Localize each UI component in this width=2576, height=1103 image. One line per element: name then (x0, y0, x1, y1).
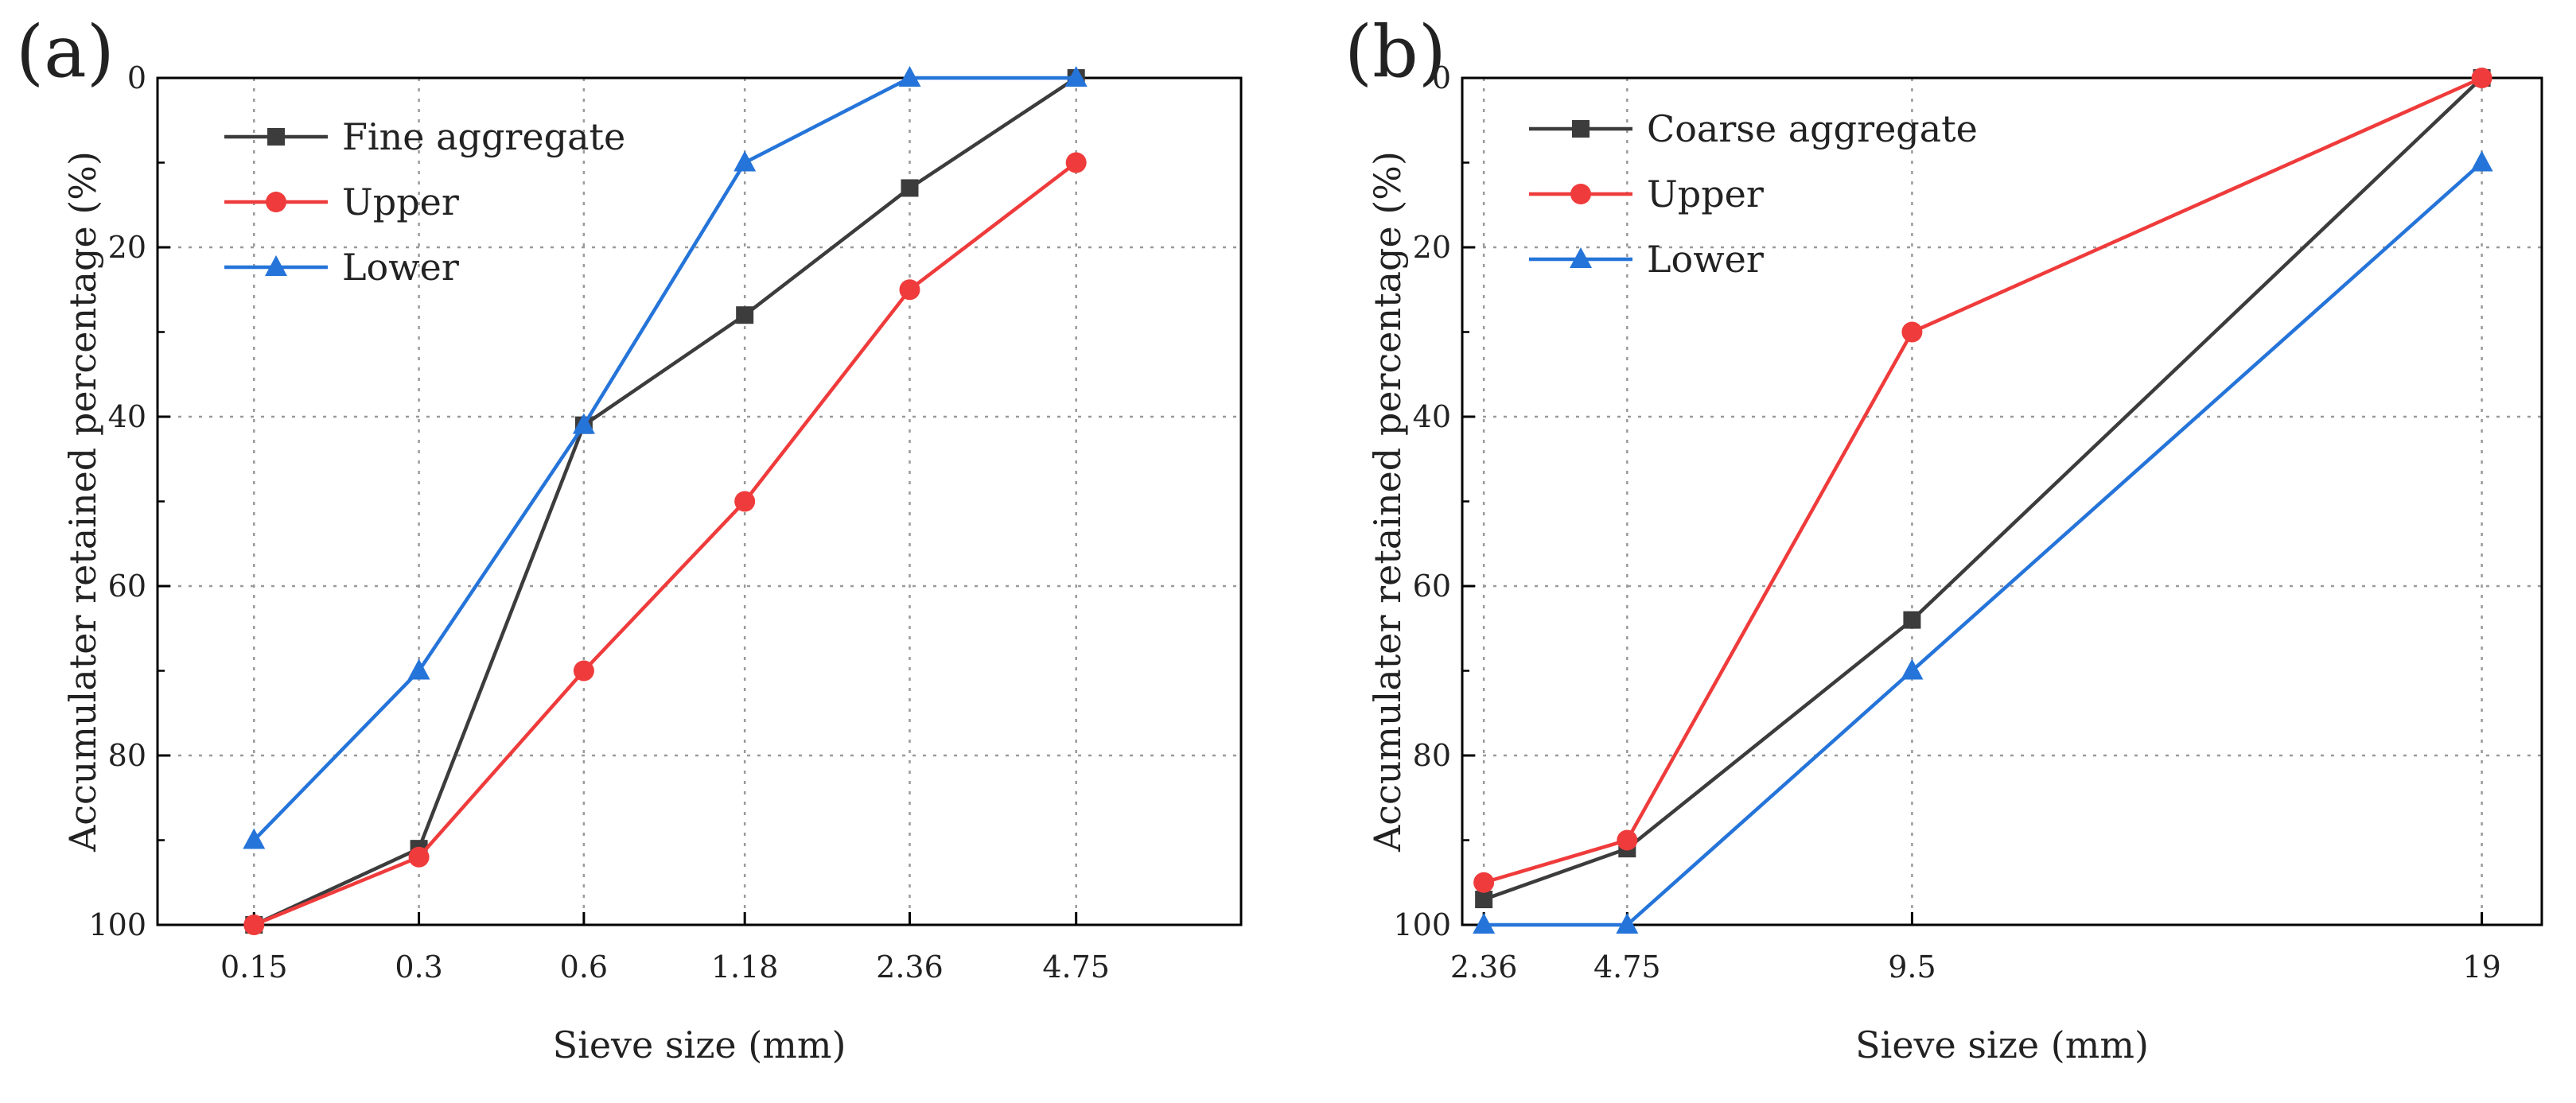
y-axis-title: Accumulater retained percentage (%) (61, 151, 104, 852)
legend-marker (266, 192, 286, 212)
series-line (1484, 161, 2484, 927)
legend-marker (267, 128, 285, 146)
legend-marker (1572, 120, 1590, 138)
y-tick-label: 80 (1413, 738, 1451, 773)
x-tick-label: 0.15 (220, 950, 288, 985)
x-tick-label: 2.36 (876, 950, 944, 985)
y-tick-label: 40 (1413, 399, 1451, 434)
series-upper (243, 152, 1087, 935)
y-tick-label: 80 (108, 738, 146, 773)
data-point (733, 150, 757, 172)
data-point (1903, 611, 1921, 629)
chart-panel-a: 0 20 40 60 80 100 0.15 0.3 0.6 1.18 2.36 4.75 Sieve … (16, 10, 1243, 1066)
data-point (1064, 66, 1088, 87)
series-lower (1473, 150, 2493, 934)
legend-label: Lower (1647, 238, 1764, 281)
data-point (901, 179, 919, 197)
legend: Fine aggregate Upper Lower (224, 115, 625, 289)
x-axis-title: Sieve size (mm) (553, 1023, 846, 1066)
data-point (898, 66, 921, 87)
y-tick-label: 40 (108, 399, 146, 434)
legend-marker (1570, 247, 1592, 268)
legend-marker (265, 255, 287, 276)
x-tick-label: 4.75 (1042, 950, 1110, 985)
y-tick-label: 100 (88, 907, 146, 942)
legend-label: Fine aggregate (342, 115, 625, 158)
data-point (899, 279, 920, 301)
data-point (243, 915, 265, 935)
x-axis-title: Sieve size (mm) (1855, 1023, 2149, 1066)
series-line (1483, 76, 2483, 884)
y-tick-label: 0 (1432, 60, 1451, 95)
x-tick-label: 1.18 (711, 950, 779, 985)
x-tick-label: 0.6 (560, 950, 608, 985)
x-tick-label: 4.75 (1593, 950, 1661, 985)
x-tick-label: 9.5 (1888, 950, 1936, 985)
y-tick-label: 0 (127, 60, 146, 95)
legend-label: Upper (1647, 173, 1764, 216)
data-point (1901, 321, 1923, 343)
data-point (573, 660, 594, 682)
data-point (1065, 152, 1087, 173)
panel-label: (a) (16, 10, 115, 94)
legend-label: Lower (342, 246, 459, 289)
data-point (572, 413, 595, 434)
data-point (1901, 658, 1924, 680)
y-tick-label: 100 (1393, 907, 1451, 942)
y-tick-label: 20 (1413, 230, 1451, 265)
series-line (253, 161, 1078, 927)
plot-frame (156, 76, 1243, 926)
data-point (1475, 891, 1493, 909)
series-line (252, 76, 1076, 842)
data-point (736, 306, 754, 324)
data-point (2470, 150, 2493, 172)
data-point (2471, 68, 2492, 88)
legend-label: Coarse aggregate (1647, 107, 1978, 150)
plot-frame (1461, 76, 2543, 926)
x-tick-label: 0.3 (395, 950, 442, 985)
data-point (1616, 913, 1639, 934)
y-axis-title: Accumulater retained percentage (%) (1366, 151, 1409, 852)
legend: Coarse aggregate Upper Lower (1529, 107, 1978, 281)
y-tick-label: 60 (108, 569, 146, 604)
legend-marker (1570, 184, 1591, 204)
x-tick-label: 19 (2462, 950, 2500, 985)
data-point (1617, 829, 1638, 851)
series-line (253, 76, 1077, 927)
data-point (408, 846, 430, 868)
data-point (1473, 872, 1495, 893)
series-lower (243, 66, 1088, 849)
y-tick-label: 20 (108, 230, 146, 265)
y-tick-label: 60 (1413, 569, 1451, 604)
panel-label: (b) (1344, 10, 1446, 94)
data-point (243, 828, 266, 849)
series-upper (1473, 68, 2492, 893)
legend-label: Upper (342, 181, 459, 223)
chart-panel-b: 0 20 40 60 80 100 2.36 4.75 9.5 19 Sieve size (mm)… (1344, 10, 2543, 1066)
series-line (1483, 76, 2484, 902)
x-tick-label: 2.36 (1450, 950, 1518, 985)
data-point (1473, 913, 1496, 934)
data-point (734, 491, 756, 512)
data-point (407, 658, 430, 680)
